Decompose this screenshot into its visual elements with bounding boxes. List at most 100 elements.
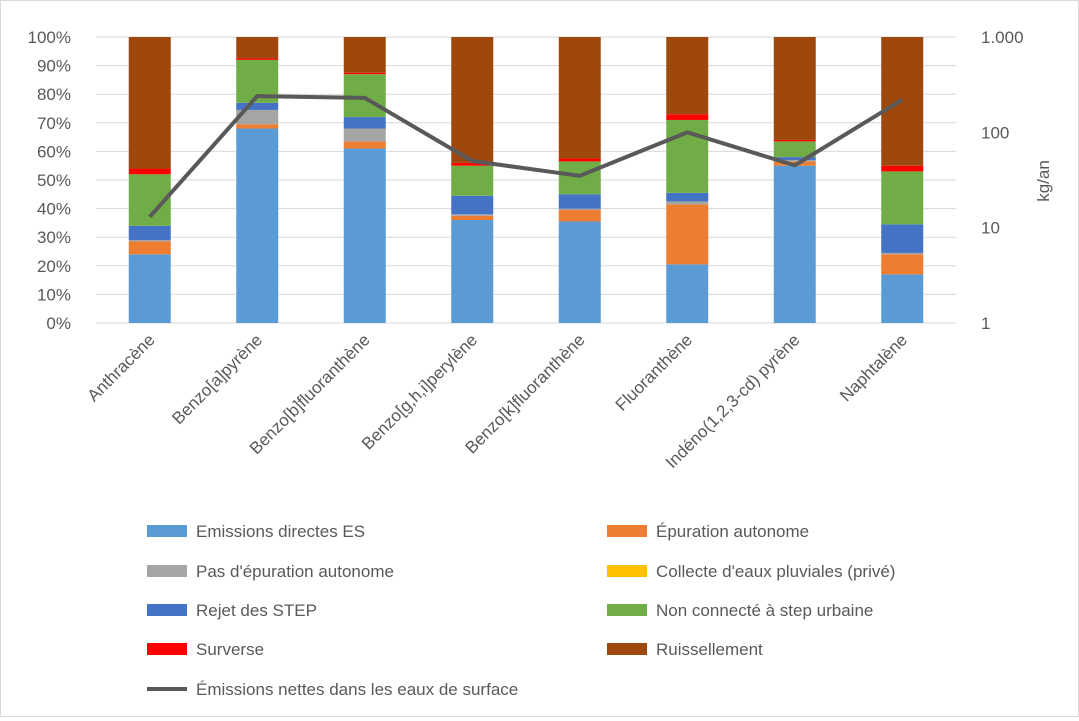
bar-segment [343,141,386,149]
bar-segment [558,37,601,159]
bar-segment [666,201,709,205]
legend-label: Pas d'épuration autonome [196,562,394,581]
bar-segment [343,128,386,142]
line-series [148,94,904,219]
y-left-tick-label: 40% [37,200,71,219]
bar-segment [128,168,171,175]
legend-swatch [147,604,187,616]
bar-segment [128,240,171,242]
legend-label: Emissions directes ES [196,522,365,541]
bar-segment [558,210,601,222]
bar-segment [881,252,924,255]
bar-segment [881,224,924,253]
category-label: Benzo[k]fluoranthène [462,330,589,457]
bar-segment [773,159,816,162]
bar-segment [128,254,171,323]
legend: Emissions directes ES Épuration autonome P… [147,522,895,699]
bar-segment [558,158,601,162]
bar-segment [773,139,816,142]
bar-segment [881,254,924,275]
bar-segment [558,194,601,209]
bar-segment [773,37,816,140]
bar-segment [236,102,279,110]
y-left-tick-label: 60% [37,142,71,161]
bar-segment [881,171,924,225]
legend-label: Rejet des STEP [196,601,317,620]
bar-segment [666,37,709,115]
legend-swatch [147,565,187,577]
y-axis-left: 0% 10% 20% 30% 40% 50% 60% 70% 80% 90% 100% [28,28,71,333]
bar-segment [236,124,279,129]
category-label: Naphtalène [836,330,911,405]
bars [128,37,924,323]
bar-segment [558,161,601,195]
y-right-tick-label: 10 [981,219,1000,238]
y-left-tick-label: 80% [37,85,71,104]
legend-label: Non connecté à step urbaine [656,601,873,620]
bar-segment [451,214,494,216]
bar-segment [343,72,386,75]
legend-swatch [607,604,647,616]
y-left-tick-label: 50% [37,171,71,190]
bar-segment [128,37,171,169]
line-emissions-nettes [148,94,904,219]
legend-swatch [147,525,187,537]
bar-segment [558,208,601,211]
y-left-tick-label: 20% [37,257,71,276]
bar-segment [343,37,386,73]
bar-segment [666,192,709,202]
legend-swatch [607,525,647,537]
bar-segment [451,37,494,163]
y-left-tick-label: 70% [37,114,71,133]
category-label: Benzo[a]pyrène [168,330,266,428]
y-right-tick-label: 100 [981,123,1009,142]
gridlines [96,36,956,324]
bar-segment [451,215,494,221]
y-left-tick-label: 10% [37,285,71,304]
legend-label: Surverse [196,640,264,659]
bar-segment [881,165,924,172]
bar-segment [666,204,709,265]
legend-label: Ruissellement [656,640,763,659]
category-label: Anthracène [84,330,159,405]
y-axis-right-label: kg/an [1034,160,1053,202]
legend-label: Épuration autonome [656,522,809,541]
bar-segment [451,220,494,323]
y-right-tick-label: 1 [981,314,990,333]
y-axis-right: 1 10 100 1.000 [981,28,1024,333]
bar-segment [773,141,816,158]
bar-segment [558,221,601,323]
y-left-tick-label: 100% [28,28,71,47]
bar-segment [451,162,494,166]
legend-label: Collecte d'eaux pluviales (privé) [656,562,895,581]
legend-swatch [607,643,647,655]
legend-swatch [607,565,647,577]
bar-segment [128,225,171,241]
bar-segment [236,58,279,60]
bar-segment [343,148,386,323]
bar-segment [343,117,386,129]
x-axis-categories: Anthracène Benzo[a]pyrèneBenzo[b]fluorant… [84,330,911,472]
category-label: Fluoranthène [612,330,696,414]
category-label: Benzo[b]fluoranthène [246,330,374,458]
bar-segment [881,274,924,323]
bar-segment [666,114,709,120]
legend-swatch [147,643,187,655]
bar-segment [773,157,816,160]
bar-segment [236,109,279,125]
bar-segment [666,264,709,323]
y-left-tick-label: 0% [46,314,71,333]
bar-segment [236,128,279,323]
bar-segment [451,195,494,215]
y-right-tick-label: 1.000 [981,28,1024,47]
y-left-tick-label: 90% [37,57,71,76]
y-left-tick-label: 30% [37,228,71,247]
bar-segment [451,165,494,196]
legend-label: Émissions nettes dans les eaux de surfac… [196,680,518,699]
bar-segment [236,37,279,59]
bar-segment [773,165,816,323]
bar-segment [128,241,171,255]
category-label: Benzo[g,h,i]perylène [358,330,481,453]
